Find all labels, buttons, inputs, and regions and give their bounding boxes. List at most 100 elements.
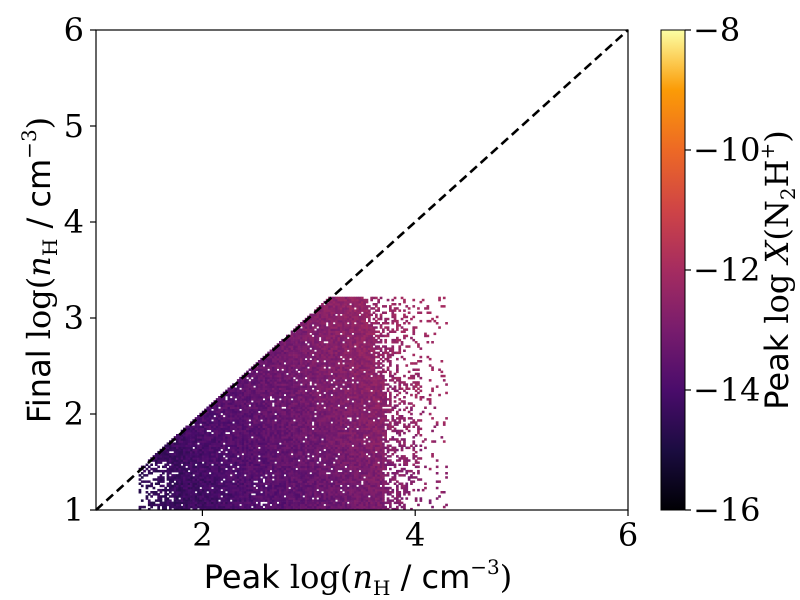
heatmap-cell: [379, 455, 383, 458]
heatmap-cell: [243, 505, 247, 509]
heatmap-cell: [293, 499, 296, 502]
heatmap-cell: [353, 421, 357, 424]
heatmap-cell: [302, 503, 306, 507]
heatmap-cell: [225, 406, 228, 409]
heatmap-cell: [316, 507, 320, 510]
heatmap-cell: [267, 476, 270, 479]
heatmap-cell: [243, 472, 247, 475]
heatmap-cell: [194, 448, 198, 452]
heatmap-cell: [356, 438, 359, 441]
heatmap-cell: [353, 503, 357, 507]
heatmap-cell: [197, 503, 200, 507]
heatmap-cell: [290, 423, 294, 426]
heatmap-cell: [335, 478, 338, 481]
heatmap-cell: [274, 400, 277, 403]
heatmap-cell: [314, 408, 317, 412]
heatmap-cell: [267, 467, 270, 471]
heatmap-cell: [234, 429, 238, 433]
heatmap-cell: [386, 455, 390, 458]
heatmap-cell: [309, 406, 313, 409]
heatmap-cell: [304, 493, 308, 496]
heatmap-cell: [213, 419, 217, 422]
heatmap-cell: [183, 436, 186, 439]
heatmap-cell: [346, 488, 350, 492]
heatmap-cell: [328, 488, 331, 492]
heatmap-cell: [332, 505, 336, 509]
heatmap-cell: [288, 425, 292, 428]
heatmap-cell: [382, 438, 385, 441]
heatmap-cell: [382, 448, 385, 452]
heatmap-cell: [218, 501, 221, 505]
heatmap-cell: [213, 476, 217, 479]
heatmap-cell: [321, 431, 324, 435]
heatmap-cell: [162, 488, 165, 492]
heatmap-cell: [377, 440, 380, 443]
heatmap-cell: [267, 434, 270, 437]
heatmap-cell: [250, 429, 254, 433]
heatmap-cell: [234, 444, 238, 447]
heatmap-cell: [342, 406, 345, 409]
heatmap-cell: [192, 493, 196, 496]
heatmap-cell: [300, 478, 303, 481]
heatmap-cell: [304, 406, 308, 409]
heatmap-cell: [154, 491, 158, 494]
heatmap-cell: [314, 412, 317, 416]
heatmap-cell: [220, 507, 224, 510]
heatmap-cell: [286, 412, 289, 416]
heatmap-cell: [302, 476, 306, 479]
heatmap-cell: [325, 446, 329, 450]
heatmap-cell: [358, 453, 362, 456]
heatmap-cell: [398, 493, 402, 496]
heatmap-cell: [332, 431, 336, 435]
heatmap-cell: [232, 497, 235, 500]
heatmap-cell: [236, 453, 240, 456]
heatmap-cell: [360, 474, 364, 477]
heatmap-cell: [281, 412, 284, 416]
heatmap-cell: [211, 474, 214, 477]
heatmap-cell: [288, 423, 292, 426]
heatmap-cell: [206, 472, 210, 475]
heatmap-cell: [290, 457, 294, 460]
heatmap-cell: [297, 421, 301, 424]
heatmap-cell: [243, 412, 247, 416]
heatmap-cell: [349, 465, 352, 469]
heatmap-cell: [201, 448, 205, 452]
heatmap-cell: [344, 503, 348, 507]
heatmap-cell: [164, 486, 167, 490]
heatmap-cell: [307, 417, 310, 420]
heatmap-cell: [260, 398, 263, 401]
heatmap-cell: [330, 491, 334, 494]
heatmap-cell: [164, 501, 167, 505]
heatmap-cell: [194, 484, 198, 488]
heatmap-cell: [365, 478, 369, 481]
heatmap-cell: [356, 434, 359, 437]
heatmap-cell: [279, 467, 282, 471]
heatmap-cell: [309, 431, 313, 435]
heatmap-cell: [267, 423, 270, 426]
heatmap-cell: [265, 507, 268, 510]
heatmap-cell: [372, 453, 376, 456]
heatmap-cell: [183, 457, 186, 460]
heatmap-cell: [281, 429, 284, 433]
heatmap-cell: [166, 453, 170, 456]
heatmap-cell: [379, 450, 383, 454]
heatmap-cell: [403, 423, 406, 426]
heatmap-cell: [328, 406, 331, 409]
heatmap-cell: [370, 448, 373, 452]
heatmap-cell: [410, 402, 413, 405]
heatmap-cell: [325, 425, 329, 428]
heatmap-cell: [332, 486, 336, 490]
heatmap-cell: [234, 421, 238, 424]
heatmap-cell: [323, 453, 327, 456]
heatmap-cell: [260, 484, 263, 488]
heatmap-cell: [351, 406, 355, 409]
heatmap-cell: [356, 453, 359, 456]
heatmap-cell: [382, 503, 385, 507]
heatmap-cell: [213, 450, 217, 454]
heatmap-cell: [335, 465, 338, 469]
heatmap-cell: [204, 499, 207, 502]
heatmap-cell: [370, 404, 373, 407]
heatmap-cell: [260, 478, 263, 481]
heatmap-cell: [344, 448, 348, 452]
heatmap-cell: [255, 423, 259, 426]
